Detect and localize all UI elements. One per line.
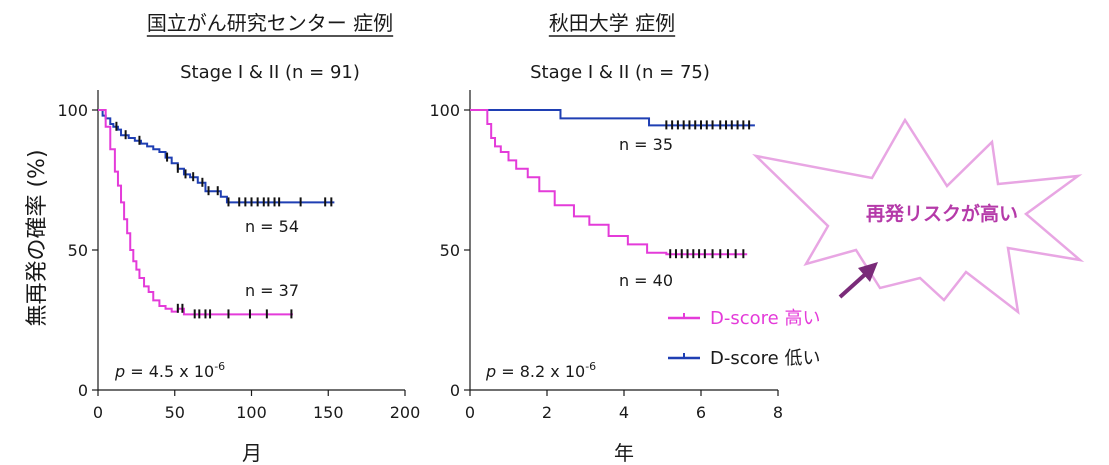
n-label-high: n = 37 — [245, 281, 299, 300]
km-curve-high — [470, 109, 748, 256]
x-tick-label: 150 — [313, 403, 344, 422]
x-axis-label: 年 — [614, 441, 634, 465]
burst-shape — [752, 117, 1085, 315]
arrow-head — [858, 262, 878, 282]
x-tick-label: 0 — [465, 403, 475, 422]
km-curve-high — [98, 109, 293, 316]
y-tick-label: 50 — [68, 241, 88, 260]
legend-item-low: D-score 低い — [668, 348, 820, 369]
callout-burst: 再発リスクが高い — [752, 117, 1085, 315]
charts: 国立がん研究センター 症例 Stage I & II (n = 91) 0 50 100… — [57, 11, 783, 465]
x-tick-label: 200 — [390, 403, 421, 422]
x-tick-label: 4 — [619, 403, 629, 422]
p-value-label: p = 4.5 x 10-6 — [114, 360, 225, 381]
legend-high-label: D-score 高い — [710, 308, 820, 329]
km-curve-low — [98, 109, 335, 204]
n-label-high: n = 40 — [619, 271, 673, 290]
y-tick-label: 100 — [429, 101, 460, 120]
y-tick-label: 0 — [78, 381, 88, 400]
x-tick-label: 0 — [93, 403, 103, 422]
chart-panel-1: 国立がん研究センター 症例 Stage I & II (n = 91) 0 50 100… — [57, 11, 420, 465]
chart-subtitle: Stage I & II (n = 91) — [180, 62, 360, 83]
legend-item-high: D-score 高い — [668, 308, 820, 329]
chart-title: 秋田大学 症例 — [549, 11, 675, 35]
callout-text: 再発リスクが高い — [866, 202, 1018, 225]
n-label-low: n = 35 — [619, 135, 673, 154]
x-tick-label: 100 — [236, 403, 267, 422]
x-tick-label: 2 — [542, 403, 552, 422]
x-tick-label: 50 — [165, 403, 185, 422]
chart-subtitle: Stage I & II (n = 75) — [530, 62, 710, 83]
y-tick-label: 50 — [440, 241, 460, 260]
x-axis-label: 月 — [242, 441, 262, 465]
legend-low-label: D-score 低い — [710, 348, 820, 369]
chart-title: 国立がん研究センター 症例 — [147, 11, 393, 35]
chart-panel-2: 秋田大学 症例 Stage I & II (n = 75) 0 50 100 0 2 4 6 8 年… — [429, 11, 783, 465]
x-tick-label: 8 — [773, 403, 783, 422]
legend: D-score 高い D-score 低い — [668, 308, 820, 369]
y-axis-label: 無再発の確率 (%) — [25, 149, 50, 326]
y-tick-label: 100 — [57, 101, 88, 120]
x-tick-label: 6 — [696, 403, 706, 422]
y-tick-label: 0 — [450, 381, 460, 400]
n-label-low: n = 54 — [245, 217, 299, 236]
p-value-label: p = 8.2 x 10-6 — [485, 360, 596, 381]
